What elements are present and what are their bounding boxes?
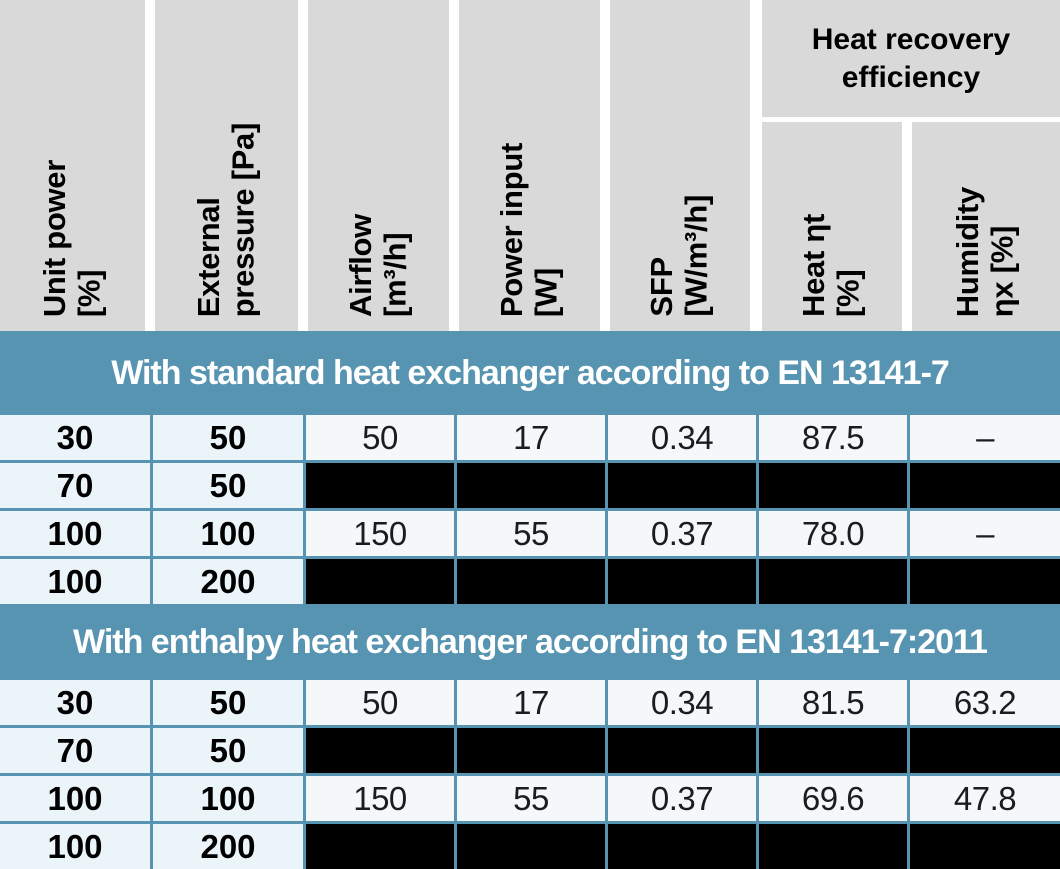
cell-unit-power: 100	[0, 776, 150, 821]
cell-unit-power: 70	[0, 463, 150, 508]
redacted-cell	[907, 559, 1060, 604]
cell-airflow: 50	[303, 415, 454, 460]
column-header-sfp: SFP [W/m³/h]	[610, 0, 750, 331]
redacted-cell	[756, 728, 907, 773]
cell-airflow: 50	[303, 680, 454, 725]
redacted-cell	[605, 728, 756, 773]
column-header-label: External pressure [Pa]	[190, 122, 261, 317]
cell-external-pressure: 50	[150, 728, 303, 773]
cell-sfp: 0.34	[605, 415, 756, 460]
heat-recovery-efficiency-group: Heat recovery efficiency Heat ηt [%] Humid…	[762, 0, 1060, 331]
redacted-cell	[907, 463, 1060, 508]
redacted-cell	[454, 559, 605, 604]
cell-unit-power: 100	[0, 824, 150, 869]
redacted-cell	[605, 559, 756, 604]
redacted-cell	[605, 463, 756, 508]
cell-airflow: 150	[303, 776, 454, 821]
table-row: 70 50	[0, 463, 1060, 508]
redacted-cell	[303, 463, 454, 508]
redacted-cell	[303, 824, 454, 869]
cell-power-input: 17	[454, 680, 605, 725]
cell-heat-eta-t: 81.5	[756, 680, 907, 725]
column-header-label: Heat ηt [%]	[796, 214, 866, 317]
cell-heat-eta-t: 69.6	[756, 776, 907, 821]
redacted-cell	[907, 824, 1060, 869]
table-row: 100 200	[0, 824, 1060, 869]
table-row: 100 100 150 55 0.37 69.6 47.8	[0, 776, 1060, 821]
section-header-enthalpy-heat-exchanger: With enthalpy heat exchanger according t…	[0, 604, 1060, 680]
cell-unit-power: 100	[0, 559, 150, 604]
cell-sfp: 0.37	[605, 511, 756, 556]
column-header-heat-eta-t: Heat ηt [%]	[762, 122, 902, 331]
column-header-label: Airflow [m³/h]	[342, 214, 413, 317]
redacted-cell	[303, 728, 454, 773]
cell-external-pressure: 100	[150, 511, 303, 556]
cell-sfp: 0.37	[605, 776, 756, 821]
section-rows: 30 50 50 17 0.34 81.5 63.2 70 50 100 100 150 55 0.37 6…	[0, 680, 1060, 869]
table-body: With standard heat exchanger according t…	[0, 331, 1060, 869]
column-header-label: Power input [W]	[493, 142, 564, 317]
redacted-cell	[756, 824, 907, 869]
redacted-cell	[756, 559, 907, 604]
cell-humidity-eta-x: 47.8	[907, 776, 1060, 821]
cell-unit-power: 100	[0, 511, 150, 556]
redacted-cell	[907, 728, 1060, 773]
cell-sfp: 0.34	[605, 680, 756, 725]
cell-heat-eta-t: 78.0	[756, 511, 907, 556]
table-row: 30 50 50 17 0.34 81.5 63.2	[0, 680, 1060, 725]
column-header-label: Humidity ηx [%]	[950, 186, 1020, 317]
redacted-cell	[454, 463, 605, 508]
column-header-label: SFP [W/m³/h]	[644, 195, 714, 317]
cell-external-pressure: 200	[150, 559, 303, 604]
column-header-label: Unit power [%]	[36, 159, 107, 317]
redacted-cell	[756, 463, 907, 508]
cell-power-input: 55	[454, 776, 605, 821]
cell-external-pressure: 50	[150, 463, 303, 508]
cell-humidity-eta-x: –	[907, 511, 1060, 556]
redacted-cell	[605, 824, 756, 869]
cell-external-pressure: 50	[150, 680, 303, 725]
table-row: 100 200	[0, 559, 1060, 604]
table-header: Unit power [%] External pressure [Pa] Airf…	[0, 0, 1060, 331]
cell-airflow: 150	[303, 511, 454, 556]
column-header-airflow: Airflow [m³/h]	[308, 0, 449, 331]
column-header-unit-power: Unit power [%]	[0, 0, 145, 331]
redacted-cell	[454, 824, 605, 869]
table-row: 100 100 150 55 0.37 78.0–	[0, 511, 1060, 556]
table-row: 30 50 50 17 0.34 87.5–	[0, 415, 1060, 460]
cell-power-input: 17	[454, 415, 605, 460]
cell-external-pressure: 50	[150, 415, 303, 460]
cell-external-pressure: 100	[150, 776, 303, 821]
column-header-external-pressure: External pressure [Pa]	[155, 0, 298, 331]
group-header-heat-recovery-efficiency: Heat recovery efficiency	[762, 0, 1060, 117]
redacted-cell	[303, 559, 454, 604]
cell-humidity-eta-x: 63.2	[907, 680, 1060, 725]
cell-heat-eta-t: 87.5	[756, 415, 907, 460]
cell-unit-power: 30	[0, 680, 150, 725]
cell-humidity-eta-x: –	[907, 415, 1060, 460]
column-header-humidity-eta-x: Humidity ηx [%]	[912, 122, 1060, 331]
column-header-power-input: Power input [W]	[459, 0, 600, 331]
cell-power-input: 55	[454, 511, 605, 556]
redacted-cell	[454, 728, 605, 773]
cell-unit-power: 70	[0, 728, 150, 773]
cell-unit-power: 30	[0, 415, 150, 460]
section-rows: 30 50 50 17 0.34 87.5–70 50 100 100 150 55 0.37 78.0…	[0, 415, 1060, 604]
section-header-standard-heat-exchanger: With standard heat exchanger according t…	[0, 331, 1060, 415]
table-row: 70 50	[0, 728, 1060, 773]
cell-external-pressure: 200	[150, 824, 303, 869]
